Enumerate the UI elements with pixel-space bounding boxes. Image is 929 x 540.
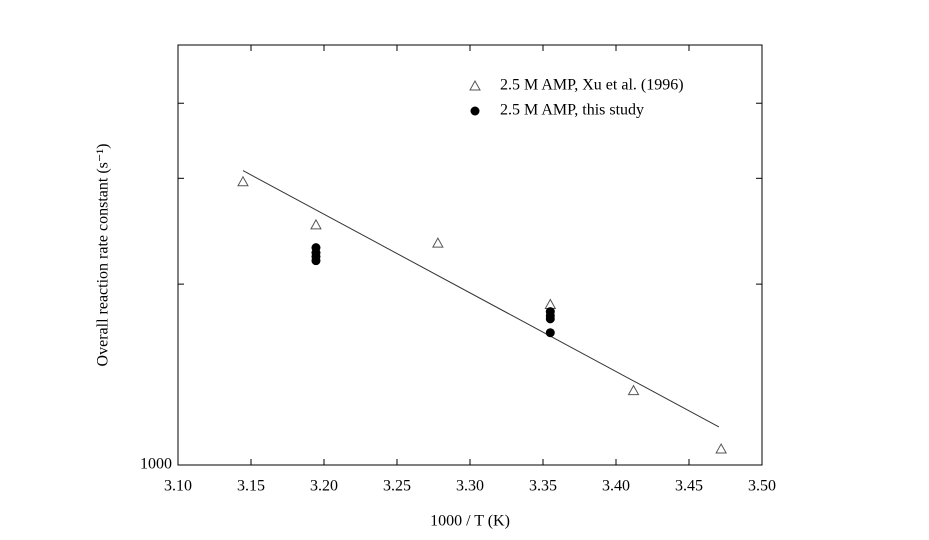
data-point [311, 256, 321, 266]
x-tick-label: 3.50 [748, 478, 776, 495]
data-point [715, 443, 727, 454]
data-point [627, 384, 640, 396]
x-axis-label: 1000 / T (K) [430, 513, 510, 530]
x-tick-label: 3.20 [310, 478, 338, 495]
y-axis-label: Overall reaction rate constant (s⁻¹) [95, 144, 112, 367]
data-point [545, 314, 555, 324]
plot-frame [177, 44, 763, 466]
x-tick-label: 3.30 [456, 478, 484, 495]
legend-label: 2.5 M AMP, this study [500, 102, 644, 119]
x-tick-label: 3.40 [602, 478, 630, 495]
data-point [310, 218, 322, 230]
data-point [544, 298, 557, 309]
data-point [545, 328, 555, 338]
legend-label: 2.5 M AMP, Xu et al. (1996) [500, 77, 684, 94]
x-tick-label: 3.45 [675, 478, 703, 495]
legend-marker [469, 79, 481, 91]
x-tick-label: 3.15 [237, 478, 265, 495]
x-tick-label: 3.10 [164, 478, 192, 495]
fit-line [242, 170, 720, 428]
x-tick-label: 3.35 [529, 478, 557, 495]
legend-marker [470, 106, 480, 116]
data-point [432, 237, 444, 248]
data-point [237, 175, 249, 187]
y-tick-label: 1000 [140, 456, 172, 473]
x-tick-label: 3.25 [383, 478, 411, 495]
